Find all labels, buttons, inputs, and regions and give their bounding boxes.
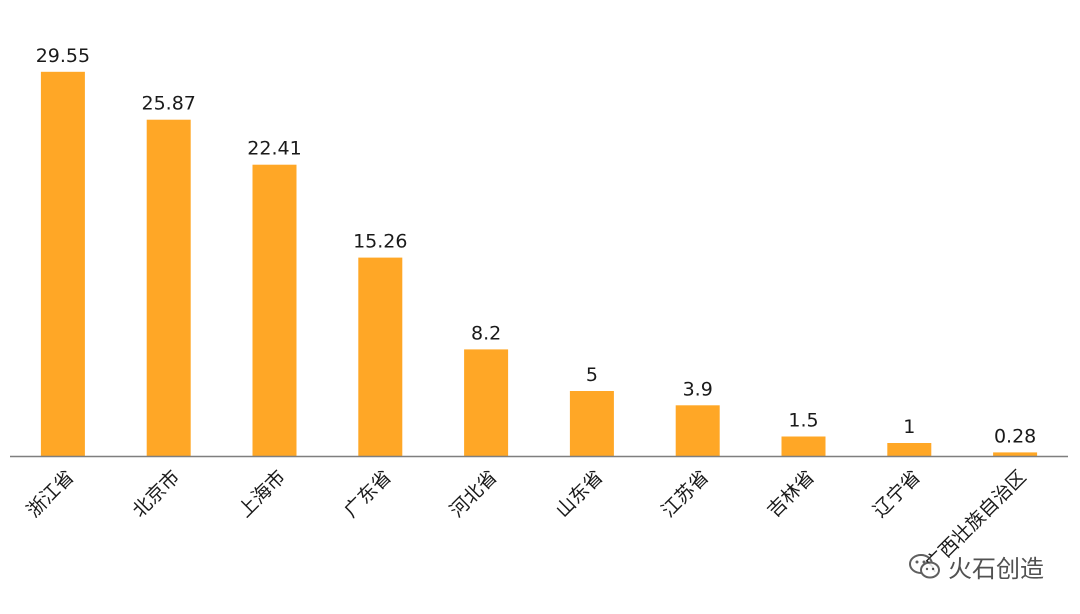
category-label-4: 河北省 xyxy=(446,466,502,522)
category-label-7: 吉林省 xyxy=(763,466,819,522)
category-label-2: 上海市 xyxy=(234,466,290,522)
bar-8 xyxy=(887,443,932,456)
category-label-6: 江苏省 xyxy=(657,466,713,522)
bar-1 xyxy=(146,119,191,456)
category-label-1: 北京市 xyxy=(128,466,184,522)
value-labels-group: 29.55 25.87 22.41 15.26 8.2 5 3.9 1.5 1 0.28 xyxy=(36,45,1037,448)
value-label-5: 5 xyxy=(586,364,598,386)
value-label-6: 3.9 xyxy=(683,378,713,400)
bar-7 xyxy=(781,436,826,456)
bar-4 xyxy=(464,349,509,456)
value-label-3: 15.26 xyxy=(353,231,407,253)
value-label-0: 29.55 xyxy=(36,45,90,67)
category-label-8: 辽宁省 xyxy=(869,466,925,522)
bar-5 xyxy=(569,391,614,456)
category-label-3: 广东省 xyxy=(340,466,396,522)
bars-group xyxy=(40,71,1038,457)
value-label-1: 25.87 xyxy=(141,93,195,115)
value-label-9: 0.28 xyxy=(994,425,1036,447)
value-label-8: 1 xyxy=(903,416,915,438)
watermark: 火石创造 xyxy=(908,549,1044,584)
bar-6 xyxy=(675,405,720,456)
value-label-7: 1.5 xyxy=(788,410,818,432)
wechat-icon xyxy=(909,553,940,578)
category-label-0: 浙江省 xyxy=(23,466,79,522)
bar-9 xyxy=(993,452,1038,456)
value-label-2: 22.41 xyxy=(247,138,301,160)
bar-0 xyxy=(40,71,85,457)
bar-3 xyxy=(358,257,403,456)
category-label-5: 山东省 xyxy=(552,466,608,522)
value-label-4: 8.2 xyxy=(471,322,501,344)
bar-2 xyxy=(252,164,297,456)
watermark-text: 火石创造 xyxy=(948,555,1044,583)
